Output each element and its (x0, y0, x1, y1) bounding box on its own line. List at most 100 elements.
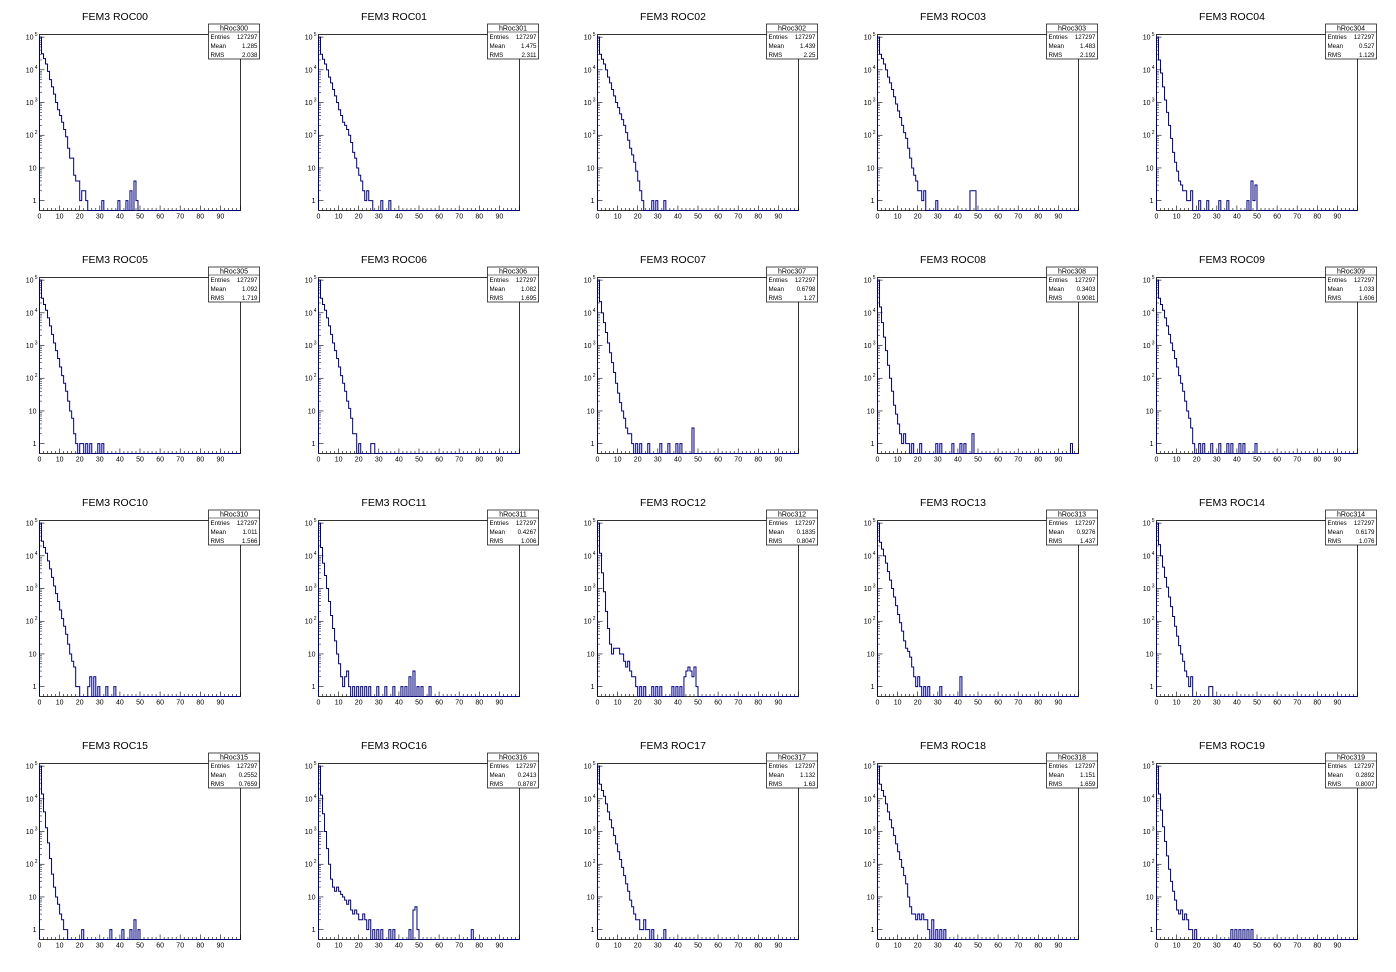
y-tick-exponent: 2 (873, 859, 876, 865)
stats-box (208, 23, 260, 60)
x-tick-label: 80 (754, 214, 762, 221)
y-tick-label: 10 (867, 651, 875, 658)
x-tick-label: 10 (335, 943, 343, 950)
y-tick-exponent: 2 (35, 373, 38, 379)
y-tick-exponent: 3 (593, 98, 596, 104)
stats-value-entries: 127297 (237, 277, 258, 284)
plot-frame (1156, 277, 1358, 454)
x-tick-label: 90 (217, 943, 225, 950)
x-tick-label: 60 (714, 214, 722, 221)
y-tick-exponent: 3 (1152, 584, 1155, 590)
y-tick-label: 10 (864, 67, 872, 74)
y-tick-label: 10 (1143, 586, 1151, 593)
x-tick-label: 50 (1253, 700, 1261, 707)
y-tick-exponent: 2 (593, 616, 596, 622)
x-tick-label: 40 (395, 457, 403, 464)
pad-title: FEM3 ROC05 (82, 254, 148, 266)
x-tick-label: 30 (1213, 214, 1221, 221)
stats-value-entries: 127297 (1075, 277, 1096, 284)
y-tick-exponent: 4 (314, 65, 317, 71)
x-tick-label: 30 (375, 700, 383, 707)
x-tick-label: 20 (76, 700, 84, 707)
y-tick-exponent: 2 (593, 130, 596, 136)
x-tick-label: 60 (435, 943, 443, 950)
histogram-series (318, 279, 520, 454)
stats-value-mean: 1.092 (242, 286, 258, 293)
x-tick-label: 80 (196, 700, 204, 707)
stats-value-rms: 1.606 (1359, 295, 1375, 302)
y-tick-label: 1 (312, 198, 316, 205)
stats-value-entries: 127297 (516, 34, 537, 41)
y-tick-label: 10 (584, 100, 592, 107)
x-tick-label: 30 (96, 457, 104, 464)
y-tick-exponent: 3 (314, 827, 317, 833)
y-tick-exponent: 4 (35, 551, 38, 557)
x-tick-label: 10 (1173, 700, 1181, 707)
y-tick-label: 10 (864, 343, 872, 350)
stats-name: hRoc300 (220, 25, 248, 32)
x-tick-label: 70 (455, 214, 463, 221)
y-tick-label: 10 (584, 619, 592, 626)
y-tick-exponent: 4 (1152, 551, 1155, 557)
x-tick-label: 50 (1253, 214, 1261, 221)
y-tick-label: 10 (29, 165, 37, 172)
y-tick-label: 10 (864, 829, 872, 836)
x-tick-label: 90 (1055, 943, 1063, 950)
stats-label-rms: RMS (211, 538, 225, 545)
y-tick-exponent: 3 (314, 341, 317, 347)
stats-value-rms: 1.437 (1080, 538, 1096, 545)
histogram-series (877, 279, 1079, 454)
y-tick-exponent: 5 (35, 518, 38, 524)
stats-value-rms: 2.311 (521, 52, 537, 59)
y-tick-label: 10 (864, 586, 872, 593)
stats-value-rms: 0.8787 (518, 781, 537, 788)
y-tick-exponent: 5 (1152, 518, 1155, 524)
y-tick-label: 10 (1143, 553, 1151, 560)
stats-label-entries: Entries (1049, 34, 1068, 41)
y-tick-label: 1 (33, 198, 37, 205)
y-tick-label: 10 (584, 553, 592, 560)
x-tick-label: 10 (335, 700, 343, 707)
y-tick-exponent: 3 (35, 98, 38, 104)
x-tick-label: 80 (196, 943, 204, 950)
x-tick-label: 50 (974, 457, 982, 464)
stats-value-entries: 127297 (237, 763, 258, 770)
x-tick-label: 50 (974, 700, 982, 707)
x-tick-label: 20 (634, 943, 642, 950)
stats-value-mean: 0.2413 (518, 772, 537, 779)
stats-name: hRoc306 (499, 268, 527, 275)
y-tick-exponent: 2 (35, 130, 38, 136)
x-tick-label: 70 (734, 700, 742, 707)
stats-label-rms: RMS (211, 52, 225, 59)
x-tick-label: 80 (754, 700, 762, 707)
stats-label-mean: Mean (1049, 43, 1065, 50)
x-tick-label: 0 (596, 943, 600, 950)
y-tick-exponent: 3 (593, 341, 596, 347)
y-tick-label: 10 (305, 343, 313, 350)
x-tick-label: 20 (76, 214, 84, 221)
x-tick-label: 80 (754, 457, 762, 464)
stats-label-entries: Entries (1328, 520, 1347, 527)
pad-title: FEM3 ROC06 (361, 254, 427, 266)
y-tick-label: 10 (29, 651, 37, 658)
stats-label-mean: Mean (769, 772, 785, 779)
x-tick-label: 0 (1155, 700, 1159, 707)
x-tick-label: 20 (634, 457, 642, 464)
stats-value-mean: 0.2552 (239, 772, 258, 779)
x-tick-label: 50 (136, 943, 144, 950)
stats-value-mean: 1.475 (521, 43, 537, 50)
x-tick-label: 50 (694, 943, 702, 950)
x-tick-label: 20 (76, 457, 84, 464)
histogram-series (39, 765, 241, 940)
histogram-series (39, 36, 241, 211)
x-tick-label: 60 (1273, 943, 1281, 950)
y-tick-exponent: 5 (593, 32, 596, 38)
histogram-series (1156, 522, 1358, 697)
y-tick-label: 10 (26, 764, 34, 771)
stats-label-mean: Mean (211, 529, 227, 536)
x-tick-label: 30 (375, 214, 383, 221)
x-tick-label: 90 (1055, 214, 1063, 221)
histogram-series (877, 765, 1079, 940)
